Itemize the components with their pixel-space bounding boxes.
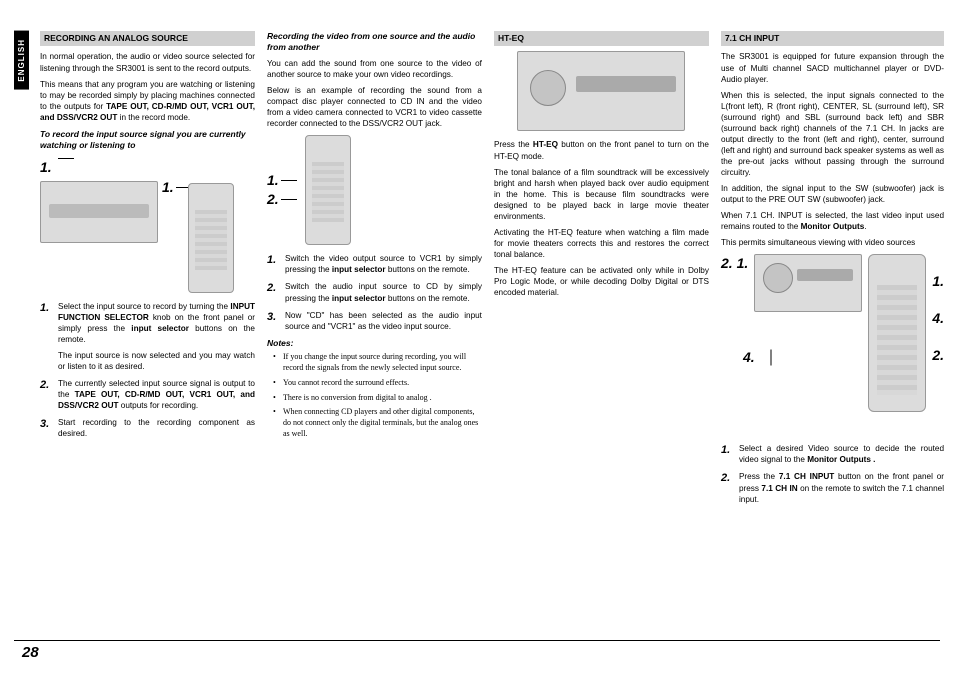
col2-steps: 1. Switch the video output source to VCR… — [267, 253, 482, 331]
col1-subhead: To record the input source signal you ar… — [40, 129, 255, 152]
notes-heading: Notes: — [267, 338, 482, 349]
col4-p1: The SR3001 is equipped for future expans… — [721, 51, 944, 84]
col2-p2: Below is an example of recording the sou… — [267, 85, 482, 129]
heading-recording: RECORDING AN ANALOG SOURCE — [40, 31, 255, 46]
diagram-remote — [188, 183, 234, 293]
language-tab: ENGLISH — [14, 31, 29, 90]
page-number: 28 — [22, 644, 39, 661]
figure-71ch: 2. 1. 1. 4. 2. 4. — [721, 254, 944, 367]
footer-divider — [14, 640, 940, 641]
col3-p1: Press the HT-EQ button on the front pane… — [494, 139, 709, 161]
col2-p1: You can add the sound from one source to… — [267, 58, 482, 80]
column-4: 7.1 CH INPUT The SR3001 is equipped for … — [721, 31, 944, 511]
heading-71ch: 7.1 CH INPUT — [721, 31, 944, 46]
col3-p2: The tonal balance of a film soundtrack w… — [494, 167, 709, 222]
heading-hteq: HT-EQ — [494, 31, 709, 46]
diagram-remote-tall — [868, 254, 926, 412]
col4-p3: In addition, the signal input to the SW … — [721, 183, 944, 205]
diagram-front-panel — [40, 181, 158, 243]
callout-1: 1. — [40, 158, 52, 177]
figure-recording: 1. 1. — [40, 158, 255, 293]
col1-steps: 1. Select the input source to record by … — [40, 301, 255, 440]
col4-steps: 1. Select a desired Video source to deci… — [721, 443, 944, 504]
column-3: HT-EQ Press the HT-EQ button on the fron… — [494, 31, 709, 511]
col4-p4: When 7.1 CH. INPUT is selected, the last… — [721, 210, 944, 232]
diagram-receiver — [517, 51, 685, 131]
col4-p2: When this is selected, the input signals… — [721, 90, 944, 179]
diagram-remote-2 — [305, 135, 351, 245]
col4-p5: This permits simultaneous viewing with v… — [721, 237, 944, 248]
figure-col2: 1. 2. — [267, 135, 482, 245]
col1-p1: In normal operation, the audio or video … — [40, 51, 255, 73]
diagram-front-small — [754, 254, 862, 312]
column-1: RECORDING AN ANALOG SOURCE In normal ope… — [40, 31, 255, 511]
col3-p4: The HT-EQ feature can be activated only … — [494, 265, 709, 298]
column-2: Recording the video from one source and … — [267, 31, 482, 511]
page-content: RECORDING AN ANALOG SOURCE In normal ope… — [40, 31, 944, 511]
notes-list: If you change the input source during re… — [273, 352, 482, 440]
col1-p2: This means that any program you are watc… — [40, 79, 255, 123]
col2-subhead: Recording the video from one source and … — [267, 31, 482, 54]
col3-p3: Activating the HT-EQ feature when watchi… — [494, 227, 709, 260]
callout-1b: 1. — [162, 178, 174, 197]
